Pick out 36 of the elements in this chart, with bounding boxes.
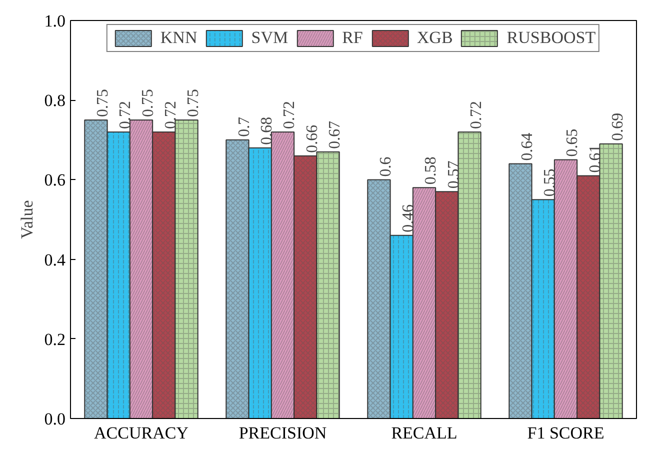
data-label: 0.75 [185, 89, 202, 117]
data-label: 0.72 [281, 100, 298, 129]
data-label: 0.55 [542, 168, 559, 197]
data-label: 0.64 [518, 132, 536, 161]
data-label: 0.68 [258, 116, 276, 145]
y-tick-label: 0.0 [44, 410, 66, 428]
legend-label: RF [342, 28, 363, 48]
y-tick-label: 0.8 [44, 91, 66, 110]
data-label: 0.75 [140, 89, 157, 117]
y-tick-label: 1.0 [44, 12, 66, 30]
y-axis-title: Value [17, 200, 36, 239]
legend-label: SVM [251, 28, 288, 48]
legend-label: RUSBOOST [506, 28, 596, 48]
x-tick-label: F1 SCORE [527, 424, 604, 442]
data-label: 0.58 [422, 156, 440, 185]
data-label: 0.72 [117, 100, 134, 129]
data-label: 0.69 [610, 112, 627, 141]
data-label: 0.7 [236, 116, 253, 137]
x-tick-label: PRECISION [238, 424, 327, 442]
data-label: 0.72 [162, 100, 180, 129]
y-tick-label: 0.6 [44, 170, 66, 190]
data-label: 0.66 [304, 124, 321, 153]
legend-label: XGB [416, 28, 453, 48]
data-label: 0.46 [400, 204, 418, 232]
y-tick-label: 0.4 [44, 250, 66, 270]
x-tick-label: RECALL [391, 424, 458, 442]
data-label: 0.75 [94, 89, 112, 117]
data-label: 0.72 [468, 100, 486, 129]
data-label: 0.67 [326, 120, 344, 149]
y-tick-label: 0.2 [44, 330, 66, 349]
legend-label: KNN [160, 28, 198, 48]
data-label: 0.65 [564, 128, 582, 157]
data-label: 0.61 [586, 144, 604, 173]
x-tick-label: ACCURACY [94, 424, 188, 442]
data-label: 0.57 [445, 160, 462, 189]
data-label: 0.6 [377, 156, 394, 177]
